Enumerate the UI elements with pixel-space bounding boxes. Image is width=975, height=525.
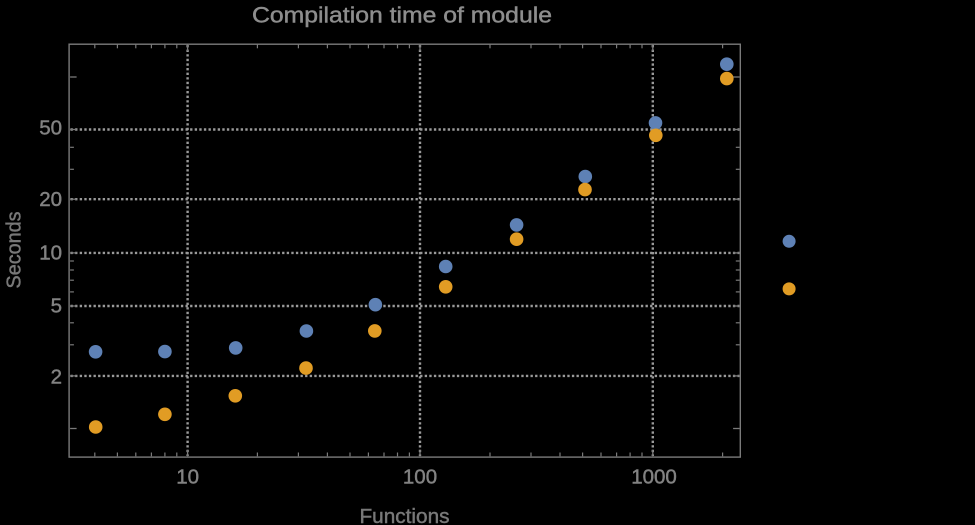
svg-text:Seconds: Seconds [3, 212, 26, 289]
svg-text:Compilation time of module: Compilation time of module [252, 3, 552, 28]
svg-text:20: 20 [39, 188, 62, 211]
svg-text:50: 50 [39, 116, 62, 139]
svg-text:1000: 1000 [631, 466, 677, 489]
svg-text:100: 100 [403, 466, 437, 489]
svg-text:Functions: Functions [360, 505, 450, 525]
svg-text:2: 2 [51, 365, 62, 388]
svg-text:10: 10 [39, 242, 62, 265]
svg-text:5: 5 [51, 295, 62, 318]
svg-text:10: 10 [176, 466, 199, 489]
